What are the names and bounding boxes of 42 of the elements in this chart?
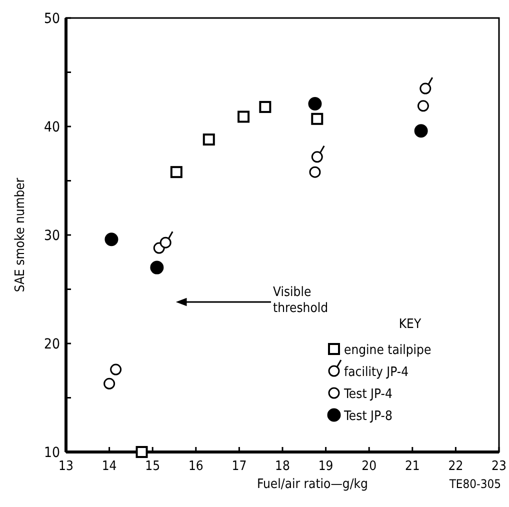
x-tick-label: 15 [145,459,160,474]
x-tick-label: 17 [232,459,247,474]
x-tick-label: 13 [58,459,74,474]
point [170,166,182,178]
legend-label: facility JP-4 [344,365,409,380]
legend-label: engine tailpipe [344,343,432,358]
point [311,151,323,163]
y-axis-title: SAE smoke number [13,178,28,292]
text: TE80-305 [448,477,501,491]
x-tick-label: 14 [102,459,117,474]
point [417,100,429,112]
point [136,446,148,458]
point [104,232,118,246]
y-tick-label: 30 [44,228,60,244]
point [414,124,428,138]
point [150,260,164,274]
y-tick-label: 20 [44,336,60,352]
x-tick-label: 21 [404,459,420,474]
y-tick-label: 10 [44,445,60,461]
point [308,96,322,110]
point [104,378,116,390]
x-tick-label: 22 [448,459,464,474]
legend-label: Test JP-8 [343,409,392,424]
point [160,236,172,248]
x-tick-label: 20 [362,459,377,474]
x-tick-label: 19 [318,459,334,474]
annotation: Visible threshold [273,285,328,316]
x-tick-label: 23 [492,459,506,474]
point [309,166,321,178]
x-tick-label: 16 [188,459,204,474]
legend-title: KEY [398,317,422,332]
point [420,82,432,94]
point [259,100,272,113]
point [238,110,250,123]
y-tick-label: 50 [44,11,60,27]
x-axis-title: Fuel/air ratio—g/kg [257,477,368,492]
point [110,364,122,376]
y-tick-label: 40 [44,120,60,136]
point [202,134,215,146]
legend-label: Test JP-4 [343,387,392,402]
point [311,112,324,125]
x-tick-label: 18 [275,459,290,474]
